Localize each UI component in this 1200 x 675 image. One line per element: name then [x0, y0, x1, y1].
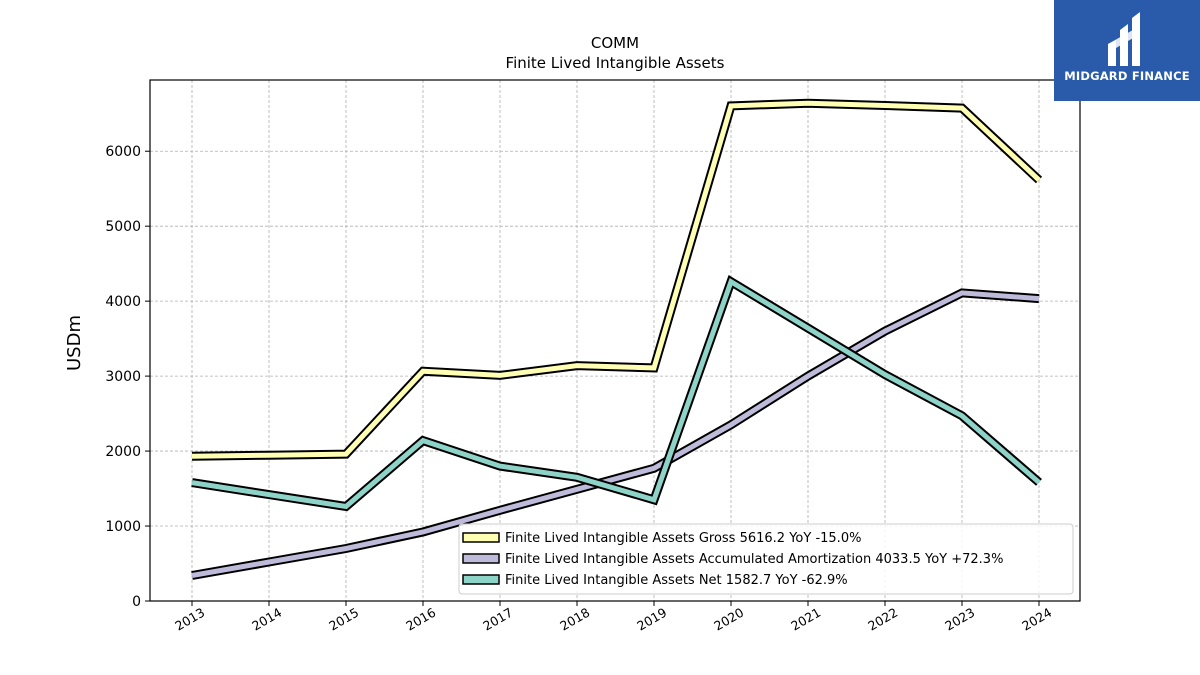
- x-tick-label: 2014: [249, 605, 284, 634]
- series-line-group: [191, 274, 1042, 512]
- x-tick-label: 2018: [557, 605, 592, 634]
- series-line-group: [191, 288, 1040, 580]
- legend-box: [458, 523, 1074, 595]
- legend-swatch: [462, 553, 500, 564]
- series-line: [191, 277, 1041, 510]
- brand-name: MIDGARD FINANCE: [1064, 69, 1190, 83]
- series-line: [191, 100, 1041, 459]
- legend-swatch: [462, 574, 500, 585]
- legend-label: Finite Lived Intangible Assets Net 1582.…: [505, 573, 848, 588]
- x-tick-label: 2019: [634, 605, 669, 634]
- series-outline: [191, 98, 1043, 461]
- y-tick-label: 4000: [105, 294, 141, 310]
- y-tick-label: 1000: [105, 519, 141, 535]
- series-line: [191, 290, 1040, 578]
- legend-swatch: [462, 532, 500, 543]
- series-line-group: [191, 98, 1043, 461]
- plot-frame: [149, 79, 1081, 602]
- x-tick-label: 2017: [480, 605, 515, 634]
- y-tick-label: 2000: [105, 444, 141, 460]
- y-tick-label: 0: [132, 594, 141, 610]
- x-tick-label: 2022: [865, 605, 900, 634]
- y-axis-label: USDm: [64, 315, 85, 371]
- x-tick-label: 2013: [172, 605, 207, 634]
- x-tick-label: 2023: [942, 605, 977, 634]
- brand-logo: MIDGARD FINANCE: [1054, 0, 1200, 101]
- x-tick-label: 2021: [788, 605, 823, 634]
- x-tick-label: 2015: [326, 605, 361, 634]
- x-tick-label: 2020: [711, 605, 746, 634]
- legend: Finite Lived Intangible Assets Gross 561…: [458, 523, 1074, 595]
- y-tick-label: 6000: [105, 144, 141, 160]
- legend-label: Finite Lived Intangible Assets Accumulat…: [505, 552, 1003, 567]
- y-tick-label: 5000: [105, 219, 141, 235]
- x-tick-label: 2016: [403, 605, 438, 634]
- chart-subtitle: Finite Lived Intangible Assets: [506, 54, 725, 72]
- x-tick-label: 2024: [1019, 605, 1054, 634]
- chart-title: COMM: [591, 34, 639, 52]
- grid-layer: [150, 80, 1080, 601]
- brand-mark-icon: [1108, 12, 1140, 66]
- y-tick-label: 3000: [105, 369, 141, 385]
- legend-label: Finite Lived Intangible Assets Gross 561…: [505, 531, 861, 546]
- series-layer: [191, 98, 1043, 580]
